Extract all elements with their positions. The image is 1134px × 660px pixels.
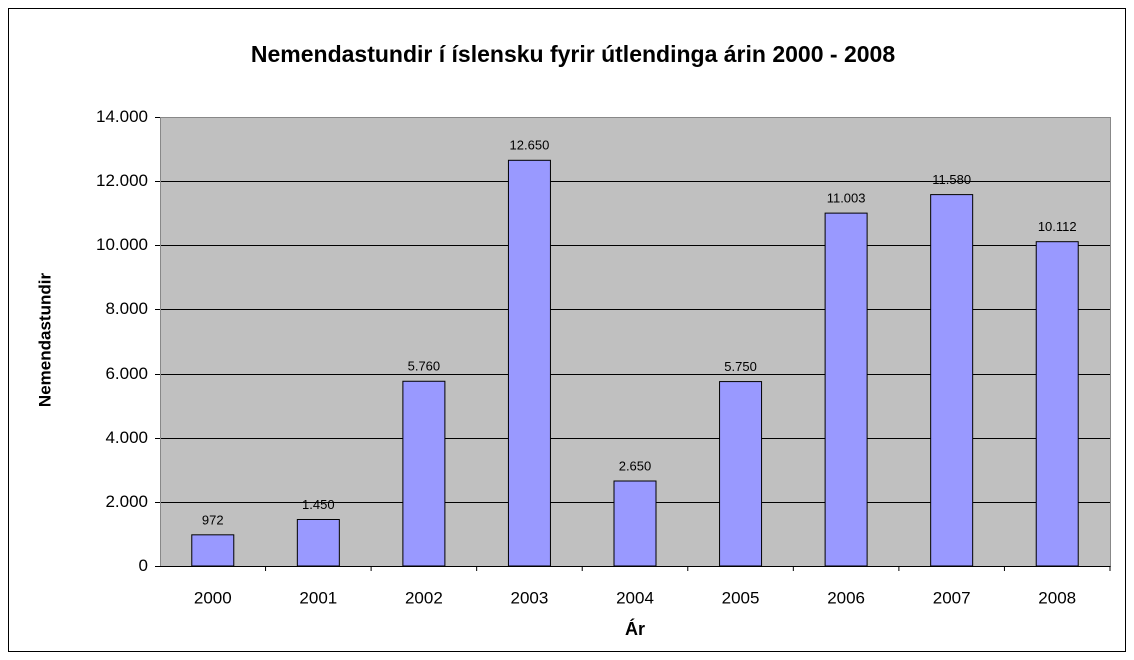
bar (824, 212, 868, 567)
y-tick-label: 10.000 (96, 235, 148, 254)
x-tick-label: 2003 (511, 588, 549, 607)
value-label: 5.760 (408, 359, 441, 374)
value-label: 972 (202, 512, 224, 527)
y-tick-label: 2.000 (105, 492, 148, 511)
x-tick-label: 2005 (722, 588, 760, 607)
x-tick-label: 2004 (616, 588, 654, 607)
x-tick-label: 2000 (194, 588, 232, 607)
value-label: 10.112 (1038, 219, 1077, 234)
bar (402, 380, 446, 567)
bar (719, 381, 763, 567)
value-label: 1.450 (302, 497, 335, 512)
x-tick-label: 2007 (933, 588, 971, 607)
y-axis-title: Nemendastundir (35, 273, 54, 408)
y-tick-label: 6.000 (105, 364, 148, 383)
value-label: 2.650 (619, 458, 652, 473)
chart-title: Nemendastundir í íslensku fyrir útlendin… (251, 41, 895, 67)
value-label: 5.750 (724, 359, 757, 374)
y-tick-label: 8.000 (105, 299, 148, 318)
value-label: 11.580 (932, 172, 971, 187)
bar (507, 159, 551, 567)
x-tick-label: 2001 (299, 588, 337, 607)
y-tick-label: 4.000 (105, 428, 148, 447)
y-tick-label: 0 (139, 556, 148, 575)
x-tick-label: 2008 (1038, 588, 1076, 607)
bar (1035, 241, 1079, 567)
bar (191, 534, 235, 567)
bar (613, 480, 657, 567)
value-label: 11.003 (827, 191, 866, 206)
x-tick-label: 2006 (827, 588, 865, 607)
bar (296, 518, 340, 567)
y-tick-label: 14.000 (96, 107, 148, 126)
x-axis-title: Ár (625, 618, 645, 639)
y-tick-label: 12.000 (96, 171, 148, 190)
bar (930, 194, 974, 567)
value-label: 12.650 (510, 138, 550, 153)
x-tick-label: 2002 (405, 588, 443, 607)
